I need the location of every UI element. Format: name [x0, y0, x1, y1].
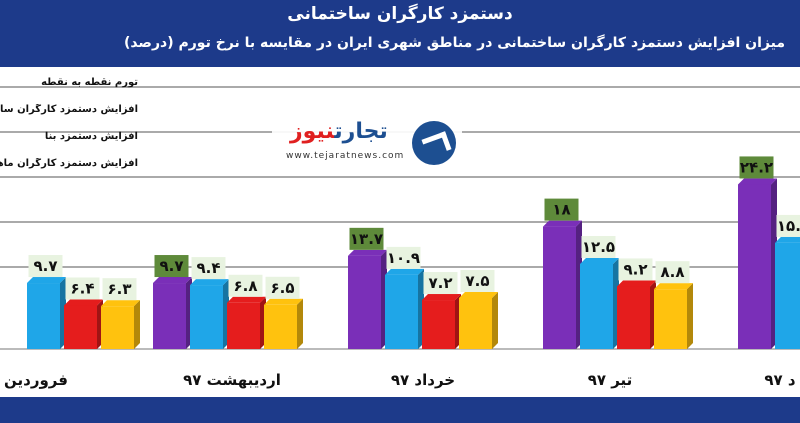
data-label: ۹.۲	[623, 260, 647, 278]
bar-side	[297, 298, 303, 349]
data-label: ۸.۸	[660, 263, 684, 281]
bar	[580, 264, 613, 349]
data-label-box	[265, 276, 300, 299]
chart-title: دستمزد کارگران ساختمانی	[287, 4, 513, 24]
bar	[459, 298, 492, 349]
bar	[153, 283, 186, 349]
data-label-box	[386, 246, 421, 269]
data-label: ۱۳.۷	[350, 230, 383, 248]
bar-top	[580, 258, 619, 264]
data-label-box	[655, 261, 690, 284]
data-label-box	[349, 227, 384, 250]
bar	[543, 226, 576, 349]
bar	[64, 305, 97, 349]
bar	[190, 285, 223, 349]
bar-top	[64, 299, 103, 306]
data-label-box	[28, 255, 63, 278]
chart-panel: ۹.۷ ۶.۴ ۶.۳ فروردین ۹.۷ ۹.۴ ۶.۸ ۶.۵ اردیبهشت ۹۷ ۱…	[0, 67, 800, 397]
bar	[27, 283, 60, 349]
data-label-box	[618, 258, 653, 281]
data-label: ۶.۴	[70, 279, 94, 297]
data-label: ۱۲.۵	[582, 238, 615, 256]
data-label-box	[460, 270, 495, 292]
bar-chart: ۹.۷ ۶.۴ ۶.۳ فروردین ۹.۷ ۹.۴ ۶.۸ ۶.۵ اردیبهشت ۹۷ ۱…	[0, 86, 800, 389]
bar-top	[422, 294, 461, 301]
category-label: تیر ۹۷	[588, 371, 633, 389]
bar-side	[134, 300, 140, 349]
data-label-box	[423, 272, 458, 295]
chart-subtitle: میزان افزایش دستمزد کارگران ساختمانی در …	[123, 35, 785, 51]
bar	[227, 302, 260, 349]
data-label: ۶.۵	[270, 279, 294, 297]
bar	[654, 289, 687, 349]
watermark-logo: تجارتنیوز www.tejaratnews.com	[272, 113, 462, 175]
bar	[738, 184, 771, 349]
bar-side	[492, 292, 498, 349]
data-label: ۹.۴	[196, 259, 220, 277]
data-label-box	[228, 274, 263, 297]
data-label: ۶.۳	[107, 280, 131, 298]
data-label: ۱۰.۹	[387, 249, 420, 267]
bar-top	[738, 178, 777, 185]
bar	[422, 300, 455, 349]
header: دستمزد کارگران ساختمانی میزان افزایش دست…	[0, 0, 800, 64]
bar	[101, 306, 134, 349]
bar-side	[687, 283, 693, 349]
bar	[617, 286, 650, 349]
data-label: ۷.۵	[465, 272, 489, 290]
brand-logo-icon	[412, 121, 456, 165]
data-label: ۱۸	[552, 201, 570, 219]
legend-item: تورم نقطه به نقطه	[0, 77, 140, 104]
legend-label: افزایش دستمزد کارگران ساده	[0, 104, 138, 115]
data-label: ۹.۷	[33, 257, 57, 275]
data-label-box	[65, 277, 100, 300]
data-label-box	[154, 255, 189, 278]
bar	[775, 242, 800, 349]
data-label-box	[102, 278, 137, 301]
watermark-url: www.tejaratnews.com	[286, 151, 405, 161]
legend-item: افزایش دستمزد کارگران ماهر	[0, 158, 140, 185]
legend: تورم نقطه به نقطه افزایش دستمزد کارگران …	[0, 77, 140, 185]
bar-top	[348, 249, 387, 256]
bar-top	[385, 268, 424, 275]
bar-top	[264, 298, 303, 305]
bar-top	[459, 292, 498, 298]
category-label: فروردین	[4, 371, 68, 389]
bar-top	[101, 300, 140, 307]
data-label: ۶.۸	[233, 277, 257, 295]
data-label: ۲۴.۲	[740, 158, 773, 176]
data-label-box	[776, 214, 800, 237]
legend-item: افزایش دستمزد کارگران ساده	[0, 104, 140, 131]
bar-top	[543, 220, 582, 227]
watermark-brand: تجارتنیوز	[290, 119, 388, 144]
data-label-box	[191, 257, 226, 280]
bar-top	[153, 277, 192, 284]
bar	[264, 304, 297, 349]
category-label: د ۹۷	[764, 371, 796, 389]
bar-top	[190, 279, 229, 286]
data-label-box	[544, 198, 579, 221]
bar-top	[27, 277, 66, 284]
bar-top	[617, 280, 656, 287]
data-label: ۱۵.۶	[777, 217, 800, 235]
category-label: خرداد ۹۷	[391, 371, 455, 389]
bar	[348, 255, 381, 349]
legend-label: افزایش دستمزد کارگران ماهر	[0, 158, 138, 169]
bar	[385, 274, 418, 349]
legend-item: افزایش دستمزد بنا	[0, 131, 140, 158]
data-label-box	[739, 156, 774, 179]
bar-top	[227, 296, 266, 303]
footer-bar	[0, 397, 800, 423]
data-label: ۷.۲	[428, 274, 452, 292]
category-label: اردیبهشت ۹۷	[183, 371, 281, 389]
data-label-box	[581, 236, 616, 258]
bar-top	[775, 236, 800, 243]
bar-top	[654, 283, 693, 290]
legend-label: تورم نقطه به نقطه	[41, 77, 138, 88]
legend-label: افزایش دستمزد بنا	[44, 131, 138, 142]
data-label: ۹.۷	[159, 257, 183, 275]
